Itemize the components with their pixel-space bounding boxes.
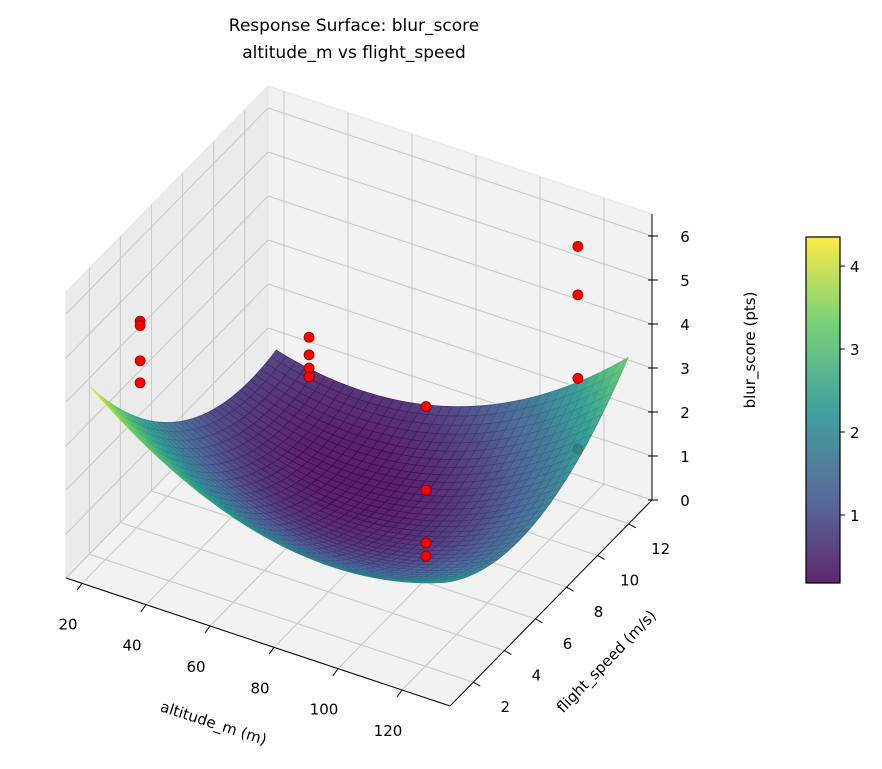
x-tick	[269, 647, 274, 654]
chart-title: Response Surface: blur_score	[229, 16, 479, 36]
chart-subtitle: altitude_m vs flight_speed	[242, 43, 466, 63]
x-tick-label: 20	[58, 615, 77, 633]
y-tick-label: 10	[620, 571, 639, 589]
y-tick-label: 8	[594, 603, 604, 621]
x-tick	[333, 669, 338, 676]
data-point	[421, 538, 431, 548]
x-tick	[141, 605, 146, 612]
data-point	[421, 402, 431, 412]
x-tick-label: 80	[250, 679, 269, 697]
data-point	[304, 350, 314, 360]
x-tick	[77, 583, 82, 590]
z-tick-label: 5	[680, 272, 690, 290]
y-tick-label: 12	[651, 540, 670, 558]
y-tick-label: 4	[532, 667, 542, 685]
colorbar-ticks: 1 2 3 4	[840, 258, 860, 525]
x-tick	[205, 626, 210, 633]
y-tick-label: 2	[501, 698, 511, 716]
y-tick	[504, 651, 511, 655]
z-tick-label: 2	[680, 404, 690, 422]
z-tick-label: 0	[680, 492, 690, 510]
data-point	[135, 321, 145, 331]
y-tick	[567, 587, 574, 591]
data-point	[135, 378, 145, 388]
y-tick	[629, 524, 636, 528]
x-tick-label: 100	[310, 701, 339, 719]
data-point	[421, 551, 431, 561]
x-tick	[397, 690, 402, 697]
colorbar	[806, 237, 840, 583]
y-tick	[473, 682, 480, 686]
data-point	[135, 356, 145, 366]
z-tick-label: 4	[680, 316, 690, 334]
data-point	[421, 485, 431, 495]
colorbar-tick-label: 1	[850, 507, 860, 525]
colorbar-tick-label: 2	[850, 424, 860, 442]
z-tick-label: 6	[680, 228, 690, 246]
colorbar-tick-label: 3	[850, 341, 860, 359]
z-tick-label: 3	[680, 360, 690, 378]
z-axis-label: blur_score (pts)	[741, 292, 760, 409]
data-point	[304, 372, 314, 382]
x-axis-label: altitude_m (m)	[158, 698, 269, 750]
x-tick-label: 120	[374, 722, 403, 740]
y-tick-label: 6	[563, 635, 573, 653]
data-point	[573, 241, 583, 251]
colorbar-tick-label: 4	[850, 258, 860, 276]
z-tick-label: 1	[680, 448, 690, 466]
data-point	[573, 290, 583, 300]
y-tick	[598, 555, 605, 559]
y-axis-label: flight_speed (m/s)	[553, 607, 661, 718]
data-point	[573, 373, 583, 383]
data-point	[304, 332, 314, 342]
x-tick-label: 40	[122, 637, 141, 655]
x-tick-label: 60	[186, 658, 205, 676]
y-tick	[535, 619, 542, 623]
